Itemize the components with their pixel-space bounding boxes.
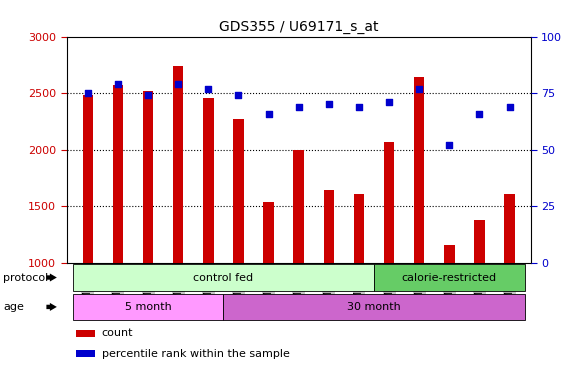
Point [415, 86, 424, 92]
Bar [374, 264, 525, 291]
Bar [233, 119, 244, 366]
Text: age: age [3, 302, 24, 312]
Point [354, 104, 364, 110]
Text: calorie-restricted: calorie-restricted [402, 273, 497, 283]
Point [505, 104, 514, 110]
Bar [354, 194, 364, 366]
Text: GSM7457: GSM7457 [233, 265, 244, 312]
Text: GSM7459: GSM7459 [263, 265, 274, 312]
Text: GSM7449: GSM7449 [414, 265, 424, 312]
Point [385, 99, 394, 105]
Text: 5 month: 5 month [125, 302, 172, 312]
Bar [76, 330, 95, 337]
Bar [173, 66, 183, 366]
Text: GSM7468: GSM7468 [113, 265, 123, 312]
Text: percentile rank within the sample: percentile rank within the sample [102, 349, 289, 359]
Text: GSM7469: GSM7469 [143, 265, 153, 312]
Point [264, 111, 273, 116]
Bar [505, 194, 515, 366]
Text: 30 month: 30 month [347, 302, 401, 312]
Bar [414, 77, 425, 366]
Bar [474, 220, 485, 366]
Bar [223, 294, 525, 320]
Bar [76, 350, 95, 358]
Text: GSM7467: GSM7467 [83, 265, 93, 312]
Text: GSM7465: GSM7465 [354, 265, 364, 312]
Text: GSM7470: GSM7470 [173, 265, 183, 312]
Point [475, 111, 484, 116]
Text: control fed: control fed [193, 273, 253, 283]
Bar [203, 98, 213, 366]
Point [445, 142, 454, 148]
Text: GSM7453: GSM7453 [474, 265, 484, 312]
Text: GSM7455: GSM7455 [505, 265, 514, 312]
Point [234, 93, 243, 98]
Point [113, 81, 122, 87]
Bar [72, 264, 374, 291]
Bar [293, 150, 304, 366]
Text: GSM7451: GSM7451 [444, 265, 454, 312]
Point [143, 93, 153, 98]
Text: count: count [102, 328, 133, 339]
Point [83, 90, 92, 96]
Text: GSM7461: GSM7461 [293, 265, 304, 312]
Point [294, 104, 303, 110]
Text: GSM7447: GSM7447 [384, 265, 394, 312]
Bar [143, 91, 153, 366]
Point [173, 81, 183, 87]
Text: GSM7471: GSM7471 [204, 265, 213, 312]
Point [204, 86, 213, 92]
Text: protocol: protocol [3, 273, 48, 283]
Bar [82, 96, 93, 366]
Bar [263, 202, 274, 366]
Title: GDS355 / U69171_s_at: GDS355 / U69171_s_at [219, 20, 379, 34]
Bar [72, 294, 223, 320]
Bar [113, 85, 123, 366]
Bar [324, 190, 334, 366]
Bar [384, 142, 394, 366]
Point [324, 101, 334, 107]
Text: GSM7463: GSM7463 [324, 265, 334, 312]
Bar [444, 245, 455, 366]
